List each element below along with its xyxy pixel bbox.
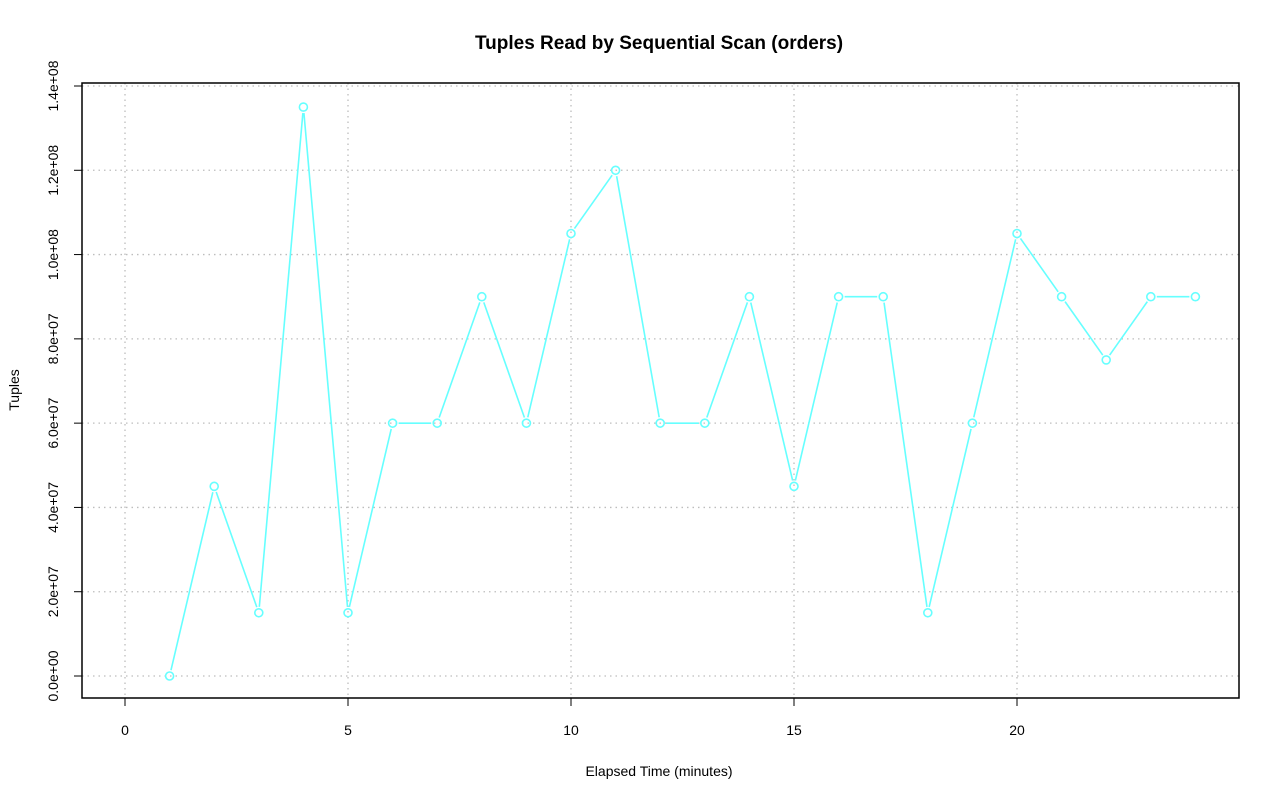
series-line-segment xyxy=(438,302,481,418)
series-layer xyxy=(164,102,1201,681)
series-line-segment xyxy=(526,239,571,418)
data-point xyxy=(789,481,799,492)
x-tick-label: 15 xyxy=(786,722,802,738)
data-point xyxy=(1146,291,1156,302)
series-line-segment xyxy=(215,491,258,608)
data-point xyxy=(699,418,710,428)
data-point xyxy=(744,291,755,302)
data-point xyxy=(922,607,933,618)
data-point xyxy=(655,418,666,428)
data-point xyxy=(521,418,532,428)
data-point xyxy=(833,291,844,302)
data-point xyxy=(566,228,576,239)
data-point xyxy=(387,418,398,428)
series-line-segment xyxy=(303,112,349,607)
series-line-segment xyxy=(1019,237,1059,293)
series-line-segment xyxy=(794,302,839,481)
data-point xyxy=(164,671,175,681)
chart-title: Tuples Read by Sequential Scan (orders) xyxy=(475,33,843,54)
series-line-segment xyxy=(1109,301,1148,356)
series-line-segment xyxy=(972,239,1017,418)
grid xyxy=(82,83,1239,698)
data-point xyxy=(967,418,978,428)
data-point xyxy=(1056,291,1067,302)
data-point xyxy=(1101,355,1111,365)
series-line-segment xyxy=(1064,301,1104,356)
series-line-segment xyxy=(928,428,972,608)
data-point xyxy=(476,291,487,302)
x-tick-label: 10 xyxy=(563,722,579,738)
series-line-segment xyxy=(749,302,794,481)
series-line-segment xyxy=(615,176,660,418)
y-tick-label: 0.0e+00 xyxy=(45,650,61,701)
data-point xyxy=(1190,291,1201,302)
y-tick-label: 1.2e+08 xyxy=(45,145,61,196)
x-tick-label: 20 xyxy=(1009,722,1025,738)
data-point xyxy=(610,165,621,176)
plot-frame xyxy=(81,82,1240,699)
data-point xyxy=(1012,228,1022,239)
data-point xyxy=(432,418,443,428)
y-tick-label: 6.0e+07 xyxy=(45,397,61,448)
x-axis: 0 5 10 15 20 xyxy=(121,698,1025,738)
data-point xyxy=(253,607,264,618)
series-line-segment xyxy=(170,492,214,671)
series-line-segment xyxy=(573,174,613,230)
data-point xyxy=(343,607,353,618)
x-axis-label: Elapsed Time (minutes) xyxy=(585,763,732,779)
y-tick-label: 2.0e+07 xyxy=(45,566,61,617)
series-line-segment xyxy=(348,428,393,608)
data-point xyxy=(878,291,889,302)
data-point xyxy=(209,481,219,492)
x-tick-label: 5 xyxy=(344,722,352,738)
y-tick-label: 1.0e+08 xyxy=(45,229,61,280)
data-point xyxy=(298,102,309,112)
y-axis: 0.0e+00 2.0e+07 4.0e+07 6.0e+07 8.0e+07 1.0e+… xyxy=(45,60,82,702)
y-tick-label: 4.0e+07 xyxy=(45,482,61,533)
series-line-segment xyxy=(258,112,304,607)
y-axis-label: Tuples xyxy=(6,369,22,411)
x-tick-label: 0 xyxy=(121,722,129,738)
y-tick-label: 1.4e+08 xyxy=(45,60,61,111)
series-line-segment xyxy=(483,302,526,418)
y-tick-label: 8.0e+07 xyxy=(45,313,61,364)
series-line-segment xyxy=(706,302,749,418)
series-line-segment xyxy=(883,302,928,607)
